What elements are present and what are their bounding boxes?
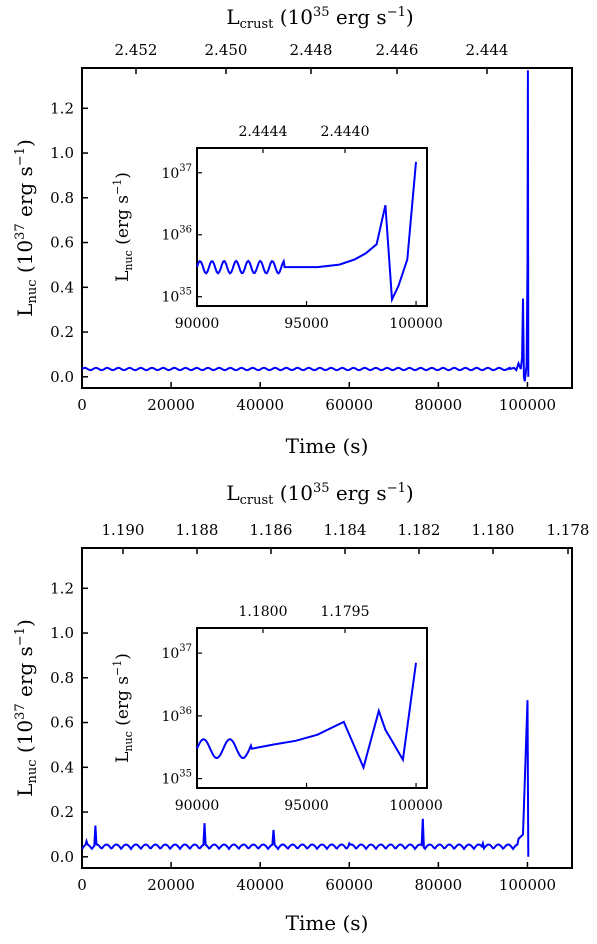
top-inset-x-tick-label: 95000 xyxy=(284,316,329,332)
top-x-tick-label: 60000 xyxy=(325,396,373,414)
top-panel-y-axis-label: Lnuc (1037 erg s−1) xyxy=(13,139,40,317)
bottom-panel-frame xyxy=(81,547,573,869)
bottom-top-tick-label: 1.190 xyxy=(102,521,145,539)
top-x-tick-label: 80000 xyxy=(415,396,463,414)
bottom-inset: 90000 95000 100000 1035 1036 1037 1.1800 1.1795… xyxy=(111,604,443,814)
top-inset-y-tick-label: 1036 xyxy=(161,225,192,244)
bottom-x-tick-label: 0 xyxy=(77,876,87,894)
bottom-inset-top-tick-label: 1.1800 xyxy=(239,604,288,620)
top-panel: Lcrust (1035 erg s−1) 0 20000 40000 60000 80… xyxy=(13,5,573,458)
top-x-tick-label: 20000 xyxy=(147,396,195,414)
bottom-panel-x-axis-label: Time (s) xyxy=(286,911,369,935)
bottom-inset-y-axis-label: Lnuc (erg s−1) xyxy=(111,653,135,763)
bottom-panel-series-line xyxy=(81,700,530,857)
top-inset-y-tick-label: 1037 xyxy=(161,163,192,182)
top-inset-top-tick-label: 2.4444 xyxy=(239,124,288,140)
bottom-inset-x-tick-label: 95000 xyxy=(284,798,329,814)
top-y-tick-label: 1.2 xyxy=(50,99,74,117)
top-inset-x-tick-label: 90000 xyxy=(175,316,220,332)
top-top-tick-label: 2.446 xyxy=(376,41,419,59)
top-inset-series-line xyxy=(196,161,417,304)
bottom-inset-y-tick-label: 1036 xyxy=(161,706,192,725)
top-panel-x-axis-label: Time (s) xyxy=(286,434,369,458)
top-inset: 90000 95000 100000 1035 1036 1037 2.4444 2.4440… xyxy=(111,124,443,332)
top-y-tick-label: 0.8 xyxy=(50,189,74,207)
top-x-tick-label: 0 xyxy=(77,396,87,414)
bottom-inset-y-tick-label: 1035 xyxy=(161,769,192,788)
top-y-tick-label: 0.4 xyxy=(50,278,74,296)
bottom-x-tick-label: 100000 xyxy=(499,876,556,894)
bottom-top-tick-label: 1.188 xyxy=(176,521,219,539)
bottom-y-tick-label: 1.0 xyxy=(50,624,74,642)
top-top-tick-label: 2.450 xyxy=(205,41,248,59)
bottom-y-tick-label: 0.8 xyxy=(50,669,74,687)
bottom-inset-top-tick-label: 1.1795 xyxy=(321,604,370,620)
top-y-tick-label: 0.6 xyxy=(50,234,74,252)
bottom-inset-x-tick-label: 90000 xyxy=(175,798,220,814)
bottom-panel: Lcrust (1035 erg s−1) 0 20000 40000 60000 80… xyxy=(13,481,589,935)
bottom-top-tick-label: 1.178 xyxy=(547,521,590,539)
bottom-x-tick-label: 80000 xyxy=(415,876,463,894)
top-y-tick-label: 0.0 xyxy=(50,368,74,386)
top-x-tick-label: 40000 xyxy=(236,396,284,414)
bottom-y-tick-label: 0.2 xyxy=(50,803,74,821)
top-panel-series-line xyxy=(81,70,530,382)
bottom-top-tick-label: 1.182 xyxy=(398,521,441,539)
top-panel-frame xyxy=(81,67,573,389)
bottom-y-tick-label: 0.6 xyxy=(50,714,74,732)
bottom-panel-y-axis-label: Lnuc (1037 erg s−1) xyxy=(13,619,40,797)
bottom-x-tick-label: 60000 xyxy=(325,876,373,894)
bottom-top-tick-label: 1.180 xyxy=(472,521,515,539)
top-top-tick-label: 2.444 xyxy=(466,41,509,59)
top-inset-frame xyxy=(196,147,428,307)
bottom-inset-frame xyxy=(196,627,428,789)
bottom-top-tick-label: 1.186 xyxy=(250,521,293,539)
bottom-x-tick-label: 40000 xyxy=(236,876,284,894)
top-y-tick-label: 1.0 xyxy=(50,144,74,162)
bottom-inset-y-tick-label: 1037 xyxy=(161,643,192,662)
bottom-y-tick-label: 0.4 xyxy=(50,758,74,776)
bottom-panel-top-axis-label: Lcrust (1035 erg s−1) xyxy=(226,481,413,508)
bottom-x-tick-label: 20000 xyxy=(147,876,195,894)
top-top-tick-label: 2.452 xyxy=(115,41,158,59)
top-inset-top-tick-label: 2.4440 xyxy=(321,124,370,140)
top-panel-top-axis-label: Lcrust (1035 erg s−1) xyxy=(226,5,413,32)
top-inset-x-tick-label: 100000 xyxy=(389,316,442,332)
top-x-tick-label: 100000 xyxy=(499,396,556,414)
bottom-inset-series-line xyxy=(196,662,417,771)
bottom-top-tick-label: 1.184 xyxy=(324,521,367,539)
top-inset-y-axis-label: Lnuc (erg s−1) xyxy=(111,172,135,282)
bottom-y-tick-label: 0.0 xyxy=(50,848,74,866)
bottom-inset-x-tick-label: 100000 xyxy=(389,798,442,814)
bottom-y-tick-label: 1.2 xyxy=(50,579,74,597)
top-y-tick-label: 0.2 xyxy=(50,323,74,341)
top-top-tick-label: 2.448 xyxy=(290,41,333,59)
top-inset-y-tick-label: 1035 xyxy=(161,287,192,306)
